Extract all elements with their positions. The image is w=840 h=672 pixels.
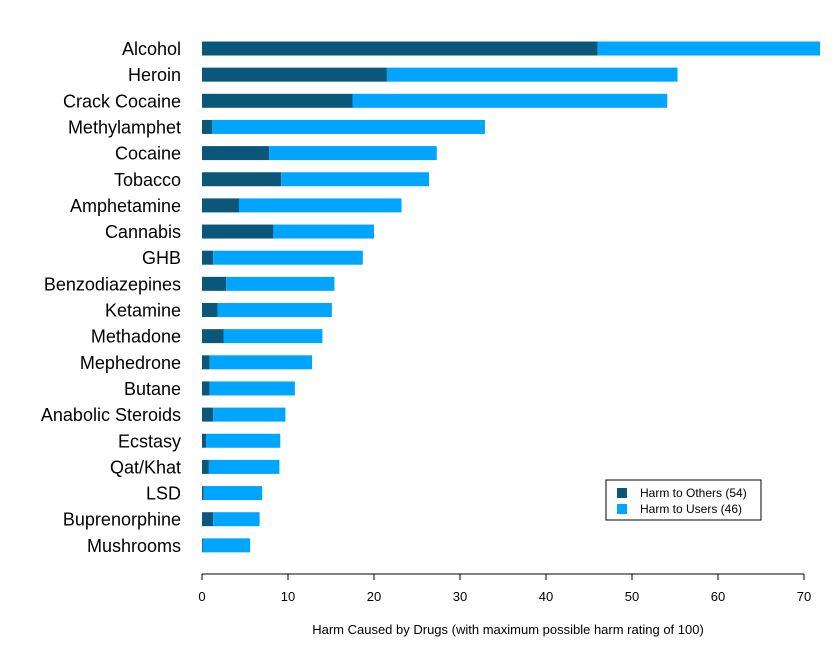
bar-heroin-series-2 [386,67,678,82]
bar-ecstasy-series-1 [202,433,207,448]
bar-anabolic-steroids-series-2 [213,407,286,422]
category-label-anabolic-steroids: Anabolic Steroids [41,405,181,425]
category-label-qat-khat: Qat/Khat [110,457,181,477]
bar-tobacco-series-1 [202,172,282,187]
bar-crack-cocaine-series-1 [202,93,353,108]
category-label-methylamphet: Methylamphet [68,117,181,137]
x-tick-label-0: 0 [198,589,205,604]
bar-methylamphet-series-1 [202,119,213,134]
x-axis-title: Harm Caused by Drugs (with maximum possi… [312,622,704,637]
bar-mushrooms-series-1 [202,538,203,553]
x-tick-label-40: 40 [539,589,553,604]
category-label-amphetamine: Amphetamine [70,196,181,216]
bar-methylamphet-series-2 [212,119,485,134]
x-axis: 0 10 20 30 40 50 60 70 [198,573,811,604]
legend-label-harm-to-others: Harm to Others (54) [640,486,747,500]
bar-methadone-series-1 [202,329,224,344]
bar-amphetamine-series-2 [238,198,402,213]
bar-buprenorphine-series-1 [202,512,214,527]
category-label-buprenorphine: Buprenorphine [63,510,181,530]
legend-box [605,479,762,521]
bar-cocaine-series-2 [269,146,437,161]
bar-benzodiazepines-series-2 [226,276,335,291]
x-tick-label-60: 60 [711,589,725,604]
bar-ketamine-series-2 [217,303,332,317]
category-label-lsd: LSD [146,484,181,504]
category-label-benzodiazepines: Benzodiazepines [44,274,181,294]
bar-cannabis-series-1 [202,224,274,239]
category-label-ecstasy: Ecstasy [118,431,181,451]
bar-lsd-series-1 [202,486,204,501]
bar-butane-series-1 [202,381,210,396]
category-labels: Alcohol Heroin Crack Cocaine Methylamphet Co… [41,39,181,556]
bar-heroin-series-1 [202,67,387,82]
category-label-methadone: Methadone [91,327,181,347]
category-label-cocaine: Cocaine [115,144,181,164]
bar-benzodiazepines-series-1 [202,276,227,291]
bar-ketamine-series-1 [202,303,218,317]
x-tick-label-50: 50 [625,589,639,604]
bar-crack-cocaine-series-2 [352,93,668,108]
legend: Harm to Others (54) Harm to Users (46) [605,479,762,521]
bar-mephedrone-series-1 [202,355,210,370]
category-label-butane: Butane [124,379,181,399]
bar-mephedrone-series-2 [209,355,313,370]
category-label-ghb: GHB [142,248,181,268]
category-label-cannabis: Cannabis [105,222,181,242]
bar-alcohol-series-1 [202,41,598,56]
legend-swatch-harm-to-others [617,488,627,498]
legend-label-harm-to-users: Harm to Users (46) [640,502,742,516]
bar-methadone-series-2 [223,329,323,344]
x-tick-label-20: 20 [367,589,381,604]
category-label-tobacco: Tobacco [114,170,181,190]
bar-buprenorphine-series-2 [213,512,260,527]
x-tick-label-10: 10 [281,589,295,604]
bar-lsd-series-2 [203,486,263,501]
x-tick-label-70: 70 [797,589,811,604]
bar-butane-series-2 [209,381,295,396]
x-tick-label-30: 30 [453,589,467,604]
bar-qat-khat-series-2 [208,459,280,474]
category-label-mephedrone: Mephedrone [80,353,181,373]
bar-tobacco-series-2 [281,172,430,187]
bar-amphetamine-series-1 [202,198,239,213]
bar-cocaine-series-1 [202,146,270,161]
category-label-heroin: Heroin [128,65,181,85]
category-label-mushrooms: Mushrooms [87,536,181,556]
bar-cannabis-series-2 [273,224,374,239]
category-label-ketamine: Ketamine [105,301,181,321]
bars-layer [202,41,820,553]
bar-ghb-series-1 [202,250,214,265]
bar-anabolic-steroids-series-1 [202,407,214,422]
bar-ghb-series-2 [213,250,363,265]
bar-alcohol-series-2 [597,41,820,56]
legend-swatch-harm-to-users [617,504,627,514]
category-label-alcohol: Alcohol [122,39,181,59]
category-label-crack-cocaine: Crack Cocaine [63,91,181,111]
bar-mushrooms-series-2 [202,538,251,553]
bar-qat-khat-series-1 [202,459,209,474]
bar-ecstasy-series-2 [206,433,281,448]
